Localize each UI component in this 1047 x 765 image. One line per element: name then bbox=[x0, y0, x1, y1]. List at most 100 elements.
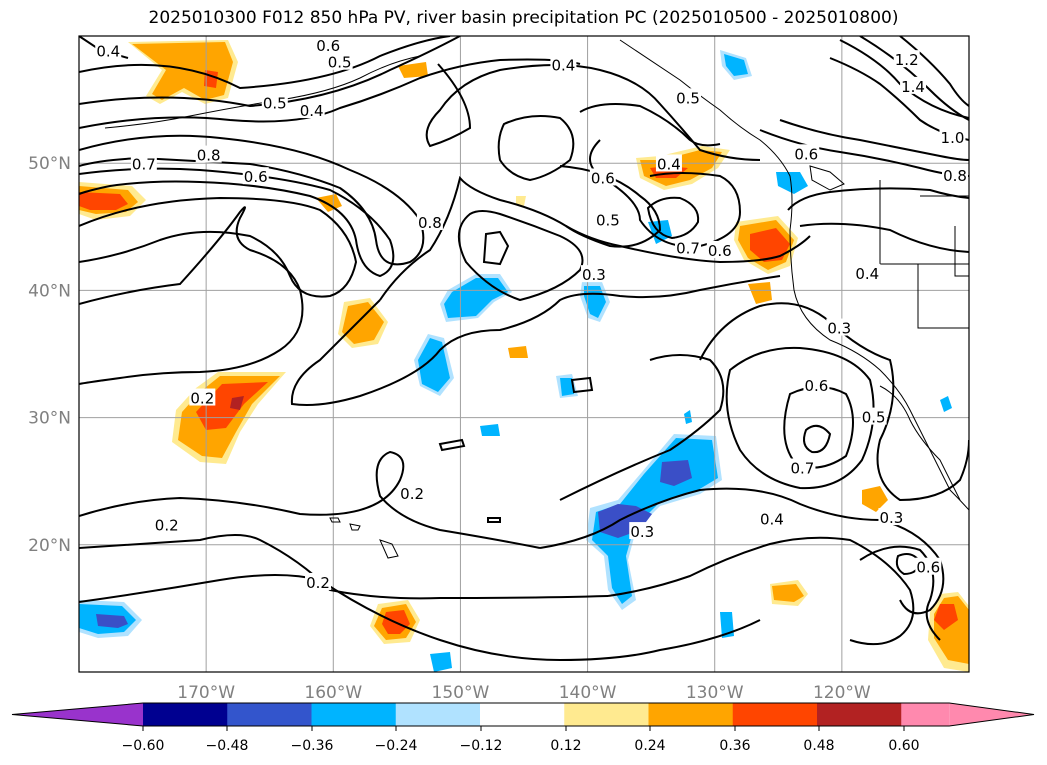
colorbar-tick-label: 0.24 bbox=[634, 738, 665, 754]
contour-label: 0.7 bbox=[676, 239, 700, 257]
pv-contour bbox=[803, 424, 832, 454]
contour-label: 0.5 bbox=[596, 211, 620, 229]
pv-contour bbox=[79, 450, 541, 549]
negative-anomaly bbox=[684, 410, 692, 424]
contour-label: 1.0 bbox=[941, 129, 965, 147]
contour-label-bg bbox=[878, 508, 905, 526]
pv-contour bbox=[559, 354, 725, 501]
pv-contour bbox=[899, 36, 969, 107]
colorbar-tick-label: −0.36 bbox=[291, 738, 334, 754]
contour-label: 0.4 bbox=[300, 102, 324, 120]
positive-anomaly bbox=[398, 62, 428, 78]
pv-contour bbox=[570, 376, 594, 394]
negative-anomaly bbox=[96, 614, 128, 628]
contour-label: 0.7 bbox=[132, 155, 156, 173]
contour-label-bg bbox=[153, 515, 180, 533]
contour-label-bg bbox=[789, 458, 816, 476]
contour-label-bg bbox=[130, 154, 157, 172]
contour-label: 0.5 bbox=[862, 409, 886, 427]
lon-tick-label: 130°W bbox=[686, 683, 744, 703]
lat-tick-label: 20°N bbox=[28, 536, 71, 556]
lat-tick-label: 30°N bbox=[28, 409, 71, 429]
lon-tick-label: 170°W bbox=[177, 683, 235, 703]
contour-label-bg bbox=[939, 127, 966, 145]
contour-label-bg bbox=[298, 101, 325, 119]
colorbar-tick-label: 0.48 bbox=[803, 738, 834, 754]
contour-label-bg bbox=[326, 52, 353, 70]
negative-anomaly bbox=[560, 378, 574, 396]
contour-label-bg bbox=[675, 238, 702, 256]
colorbar-segment bbox=[227, 703, 312, 726]
colorbar-segment bbox=[395, 703, 481, 726]
contour-label: 0.4 bbox=[96, 42, 120, 60]
longitude-labels: 170°W 160°W 150°W 140°W 130°W 120°W bbox=[177, 683, 871, 703]
colorbar-segment bbox=[901, 703, 950, 726]
pv-contours bbox=[79, 36, 969, 662]
colorbar-segment bbox=[564, 703, 649, 726]
colorbar-segment bbox=[480, 703, 565, 726]
contour-label-bg bbox=[629, 522, 656, 540]
contour-label-bg bbox=[195, 145, 222, 163]
pv-contour bbox=[79, 534, 609, 600]
pv-contour bbox=[79, 36, 461, 108]
pv-contour bbox=[425, 63, 761, 161]
pv-contour bbox=[646, 196, 700, 240]
contour-labels: 0.4 0.60.5 0.40.5 0.40.50.80.70.6 0.60.40.60… bbox=[95, 36, 969, 592]
contour-label: 0.6 bbox=[804, 377, 828, 395]
contour-label-bg bbox=[242, 167, 269, 185]
colorbar-segment bbox=[143, 703, 228, 726]
positive-anomaly bbox=[342, 302, 384, 344]
contour-label-bg bbox=[706, 240, 733, 258]
negative-anomaly bbox=[430, 652, 452, 672]
colorbar-tick-label: 0.12 bbox=[550, 738, 581, 754]
colorbar-tick-label: 0.36 bbox=[719, 738, 750, 754]
pv-contour bbox=[458, 210, 584, 302]
pv-contour bbox=[895, 553, 922, 576]
contour-label: 0.4 bbox=[657, 155, 681, 173]
contour-label-bg bbox=[594, 210, 621, 228]
colorbar-tick-label: −0.12 bbox=[460, 738, 503, 754]
contour-label: 0.5 bbox=[676, 89, 700, 107]
contour-label: 0.7 bbox=[791, 459, 815, 477]
contour-label: 0.4 bbox=[760, 510, 784, 528]
map-frame bbox=[78, 35, 970, 673]
lon-tick-label: 120°W bbox=[813, 683, 871, 703]
colorbar-segment bbox=[732, 703, 818, 726]
positive-anomaly bbox=[772, 584, 804, 602]
map-title: 2025010300 F012 850 hPa PV, river basin … bbox=[148, 8, 899, 28]
contour-label: 0.4 bbox=[551, 56, 575, 74]
positive-anomaly bbox=[748, 282, 772, 304]
contour-label-bg bbox=[854, 263, 881, 281]
negative-anomaly bbox=[480, 424, 500, 436]
pv-contour bbox=[783, 386, 854, 469]
lon-tick-label: 140°W bbox=[559, 683, 617, 703]
contour-label-bg bbox=[589, 168, 616, 186]
contour-label-bg bbox=[915, 557, 942, 575]
colorbar-segment bbox=[817, 703, 902, 726]
contour-label: 0.3 bbox=[880, 509, 904, 527]
coastline bbox=[329, 517, 341, 523]
pv-contour bbox=[579, 103, 721, 147]
contour-label: 0.3 bbox=[582, 266, 606, 284]
pv-contour bbox=[79, 58, 581, 129]
pv-contour bbox=[487, 517, 501, 523]
colorbar: −0.60 −0.48 −0.36 −0.24 −0.12 0.12 0.24 0.36 0.4… bbox=[11, 702, 1035, 754]
colorbar-extend-low bbox=[12, 703, 143, 726]
contour-label: 0.2 bbox=[155, 517, 179, 535]
colorbar-segment bbox=[311, 703, 397, 726]
contour-label-bg bbox=[580, 265, 607, 283]
negative-anomaly bbox=[940, 396, 952, 412]
negative-anomaly bbox=[418, 338, 450, 392]
pv-contour bbox=[79, 574, 761, 662]
pv-contour bbox=[539, 487, 945, 615]
positive-anomaly bbox=[508, 346, 528, 358]
contour-label-bg bbox=[550, 55, 577, 73]
contour-label-bg bbox=[803, 375, 830, 393]
contour-label-bg bbox=[793, 144, 820, 162]
positive-anomaly bbox=[934, 604, 958, 630]
pv-contour bbox=[79, 196, 358, 298]
contour-label-bg bbox=[399, 483, 426, 501]
contour-label: 0.2 bbox=[400, 485, 424, 503]
pv-contour bbox=[779, 119, 969, 161]
